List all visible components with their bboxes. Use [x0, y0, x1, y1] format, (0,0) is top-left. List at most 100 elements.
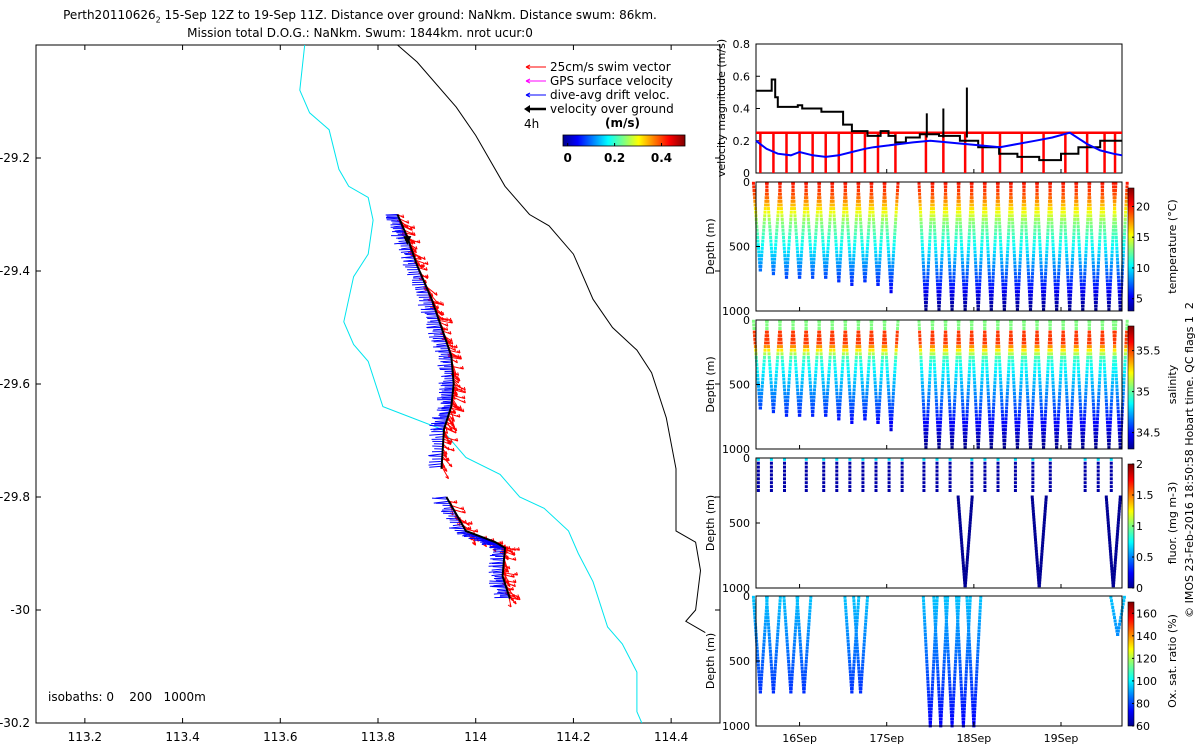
temperature-dot [1036, 203, 1040, 207]
salinity-dot [1068, 435, 1072, 439]
swim-vector [452, 389, 466, 394]
oxygen-dot [805, 643, 809, 647]
salinity-dot [971, 345, 975, 349]
map-x-tick-label: 113.2 [68, 730, 102, 744]
salinity-dot [841, 352, 845, 356]
salinity-dot [806, 345, 810, 349]
oxygen-dot [752, 605, 756, 609]
salinity-dot [971, 355, 975, 359]
fluor-dot [887, 469, 891, 473]
fluor-dot [1106, 521, 1110, 525]
temperature-dot [974, 268, 978, 272]
salinity-dot [981, 355, 985, 359]
salinity-dot [1043, 424, 1047, 428]
temperature-dot [1060, 210, 1064, 214]
temperature-dot [838, 257, 842, 261]
salinity-dot [939, 410, 943, 414]
fluor-dot [1083, 465, 1087, 469]
temperature-dot [1043, 282, 1047, 286]
salinity-dot [923, 428, 927, 432]
temperature-dot [767, 210, 771, 214]
salinity-dot [1052, 392, 1056, 396]
temperature-dot [1047, 203, 1051, 207]
salinity-dot [1035, 330, 1039, 334]
fluor-dot [874, 469, 878, 473]
salinity-dot [1098, 370, 1102, 374]
temperature-dot [1080, 286, 1084, 290]
salinity-dot [1055, 435, 1059, 439]
salinity-dot [839, 381, 843, 385]
temperature-dot [928, 239, 932, 243]
fluor-dot [804, 461, 808, 465]
fluor-colorbar-label: fluor. (mg m-3) [1166, 482, 1179, 565]
temperature-dot [960, 250, 964, 254]
salinity-dot [930, 341, 934, 345]
temperature-dot [820, 225, 824, 229]
temperature-dot [1065, 257, 1069, 261]
salinity-dot [1070, 410, 1074, 414]
salinity-dot [993, 370, 997, 374]
temperature-dot [958, 221, 962, 225]
temperature-dot [785, 275, 789, 279]
temperature-dot [843, 185, 847, 189]
temperature-dot [1025, 243, 1029, 247]
salinity-dot [949, 428, 953, 432]
temperature-dot [788, 232, 792, 236]
salinity-dot [844, 334, 848, 338]
salinity-dot [841, 355, 845, 359]
drift-vector [499, 593, 509, 596]
fluor-dot [1107, 535, 1111, 539]
temperature-dot [982, 181, 986, 185]
salinity-dot [1037, 355, 1041, 359]
temperature-dot [891, 261, 895, 265]
temperature-dot [1063, 217, 1067, 221]
fluor-dot [1115, 541, 1119, 545]
temperature-dot [980, 232, 984, 236]
fluor-dot [1031, 461, 1035, 465]
salinity-dot [881, 341, 885, 345]
temperature-dot [869, 181, 873, 185]
temperature-dot [990, 304, 994, 308]
salinity-dot [792, 334, 796, 338]
drift-vector [491, 568, 504, 571]
salinity-dot [1119, 435, 1123, 439]
temperature-dot [998, 232, 1002, 236]
salinity-dot [1034, 341, 1038, 345]
temperature-dot [791, 189, 795, 193]
temperature-dot [1001, 286, 1005, 290]
salinity-dot [1110, 388, 1114, 392]
salinity-dot [822, 395, 826, 399]
temperature-dot [1000, 268, 1004, 272]
salinity-dot [873, 377, 877, 381]
temperature-dot [1087, 185, 1091, 189]
temperature-dot [824, 275, 828, 279]
temperature-dot [952, 264, 956, 268]
temperature-dot [809, 254, 813, 258]
temperature-dot [1031, 272, 1035, 276]
fluor-dot [1030, 498, 1034, 502]
temperature-dot [935, 272, 939, 276]
temperature-dot [1100, 203, 1104, 207]
temperature-dot [947, 261, 951, 265]
temperature-dot [792, 207, 796, 211]
temperature-dot [1027, 279, 1031, 283]
fluor-dot [1042, 529, 1046, 533]
temperature-dot [952, 282, 956, 286]
salinity-dot [854, 366, 858, 370]
salinity-dot [960, 395, 964, 399]
temperature-dot [1099, 207, 1103, 211]
salinity-dot [1021, 348, 1025, 352]
swim-vector-head [512, 557, 517, 561]
salinity-dot [891, 399, 895, 403]
salinity-dot [997, 352, 1001, 356]
fluor-dot [804, 457, 808, 461]
temperature-dot [937, 300, 941, 304]
salinity-dot [933, 377, 937, 381]
temperature-dot [755, 221, 759, 225]
temperature-dot [1045, 243, 1049, 247]
salinity-dot [968, 352, 972, 356]
temperature-dot [844, 192, 848, 196]
salinity-dot [946, 381, 950, 385]
fluor-dot [970, 457, 974, 461]
salinity-dot [1074, 327, 1078, 331]
